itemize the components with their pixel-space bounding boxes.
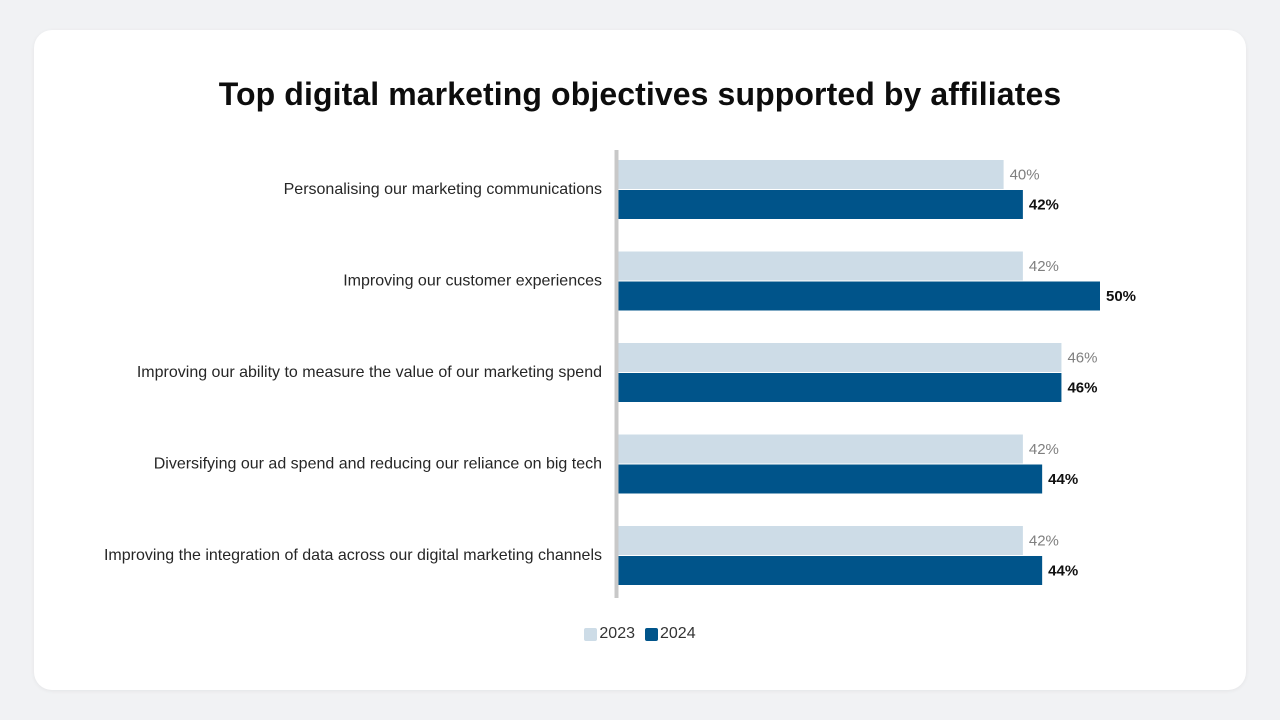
bar-2023 [618, 343, 1062, 372]
bar-2024 [618, 281, 1100, 311]
category-label: Improving our ability to measure the val… [137, 364, 602, 381]
legend-label-2024: 2024 [660, 625, 696, 642]
data-label-2024: 46% [1067, 380, 1097, 397]
bar-2024 [618, 190, 1023, 219]
data-label-2024: 44% [1048, 471, 1078, 488]
bar-2024 [618, 464, 1043, 494]
bar-2023 [618, 526, 1023, 555]
category-label: Improving the integration of data across… [104, 547, 602, 564]
data-label-2024: 42% [1029, 197, 1059, 214]
bar-2024 [618, 373, 1062, 402]
data-label-2024: 44% [1048, 563, 1078, 580]
data-label-2023: 42% [1029, 441, 1059, 458]
legend-swatch-2024 [645, 627, 658, 641]
category-label: Diversifying our ad spend and reducing o… [154, 456, 602, 473]
data-label-2024: 50% [1106, 288, 1136, 305]
bar-2023 [618, 251, 1023, 281]
data-label-2023: 42% [1029, 258, 1059, 275]
bar-2023 [618, 434, 1023, 464]
category-label: Improving our customer experiences [343, 273, 602, 290]
legend-swatch-2023 [584, 627, 598, 641]
data-label-2023: 42% [1029, 533, 1059, 550]
data-label-2023: 46% [1067, 350, 1097, 367]
chart-legend: 2023 2024 [0, 625, 1280, 643]
legend-item-2024: 2024 [645, 625, 696, 643]
data-label-2023: 40% [1010, 167, 1040, 184]
category-label: Personalising our marketing communicatio… [284, 181, 602, 198]
legend-item-2023: 2023 [584, 625, 635, 643]
bar-2023 [618, 160, 1004, 189]
legend-label-2023: 2023 [599, 625, 635, 642]
chart-title: Top digital marketing objectives support… [218, 76, 1062, 112]
bar-2024 [618, 556, 1043, 585]
